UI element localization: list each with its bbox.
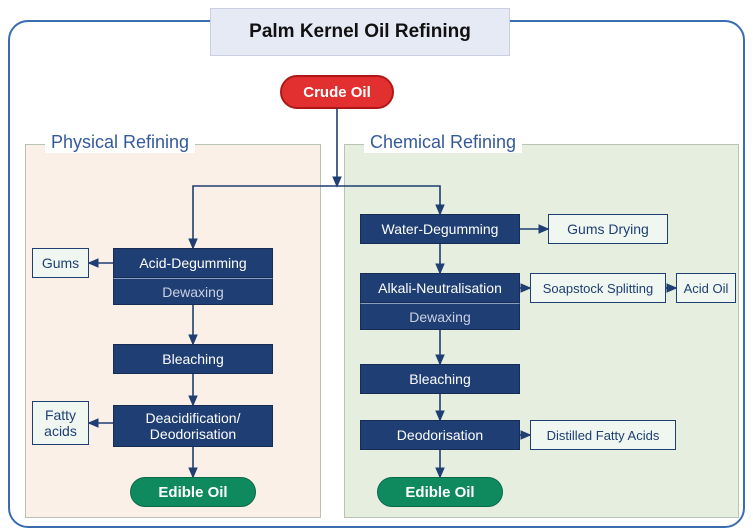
title-text: Palm Kernel Oil Refining bbox=[249, 21, 471, 43]
panel-chemical bbox=[344, 144, 739, 518]
node-chem-edible: Edible Oil bbox=[377, 477, 503, 507]
node-phys-dewaxing-label: Dewaxing bbox=[162, 284, 223, 300]
node-distilled-fa-label: Distilled Fatty Acids bbox=[547, 428, 660, 443]
node-chem-dewaxing-label: Dewaxing bbox=[409, 309, 470, 325]
node-crude-oil: Crude Oil bbox=[280, 75, 394, 109]
crude-label: Crude Oil bbox=[303, 84, 371, 101]
node-alkali-neutral: Alkali-Neutralisation bbox=[360, 273, 520, 303]
panel-physical-title: Physical Refining bbox=[45, 132, 195, 153]
node-gums: Gums bbox=[32, 248, 89, 278]
node-phys-bleaching-label: Bleaching bbox=[162, 351, 224, 367]
node-water-degumming: Water-Degumming bbox=[360, 214, 520, 244]
node-phys-bleaching: Bleaching bbox=[113, 344, 273, 374]
panel-physical bbox=[25, 144, 321, 518]
node-soapstock: Soapstock Splitting bbox=[530, 273, 666, 303]
node-acid-degumming: Acid-Degumming bbox=[113, 248, 273, 278]
node-chem-dewaxing: Dewaxing bbox=[360, 303, 520, 330]
node-acid-degumming-label: Acid-Degumming bbox=[139, 255, 246, 271]
node-chem-bleaching-label: Bleaching bbox=[409, 371, 471, 387]
node-phys-dewaxing: Dewaxing bbox=[113, 278, 273, 305]
panel-chemical-title: Chemical Refining bbox=[364, 132, 522, 153]
node-soapstock-label: Soapstock Splitting bbox=[543, 281, 654, 296]
node-deacid-deodor-label: Deacidification/ Deodorisation bbox=[146, 410, 241, 442]
node-gums-label: Gums bbox=[42, 255, 79, 271]
node-alkali-neutral-label: Alkali-Neutralisation bbox=[378, 280, 502, 296]
node-acid-oil-label: Acid Oil bbox=[684, 281, 729, 296]
node-phys-edible: Edible Oil bbox=[130, 477, 256, 507]
node-deodorisation: Deodorisation bbox=[360, 420, 520, 450]
node-gums-drying-label: Gums Drying bbox=[567, 221, 649, 237]
node-acid-oil: Acid Oil bbox=[676, 273, 736, 303]
node-phys-edible-label: Edible Oil bbox=[158, 484, 227, 501]
node-fatty-acids: Fatty acids bbox=[32, 401, 89, 445]
node-water-degumming-label: Water-Degumming bbox=[382, 221, 499, 237]
node-fatty-acids-label: Fatty acids bbox=[44, 407, 77, 439]
node-gums-drying: Gums Drying bbox=[548, 214, 668, 244]
node-chem-bleaching: Bleaching bbox=[360, 364, 520, 394]
node-deodorisation-label: Deodorisation bbox=[397, 427, 483, 443]
node-deacid-deodor: Deacidification/ Deodorisation bbox=[113, 405, 273, 447]
node-chem-edible-label: Edible Oil bbox=[405, 484, 474, 501]
node-distilled-fa: Distilled Fatty Acids bbox=[530, 420, 676, 450]
diagram-title: Palm Kernel Oil Refining bbox=[210, 8, 510, 56]
